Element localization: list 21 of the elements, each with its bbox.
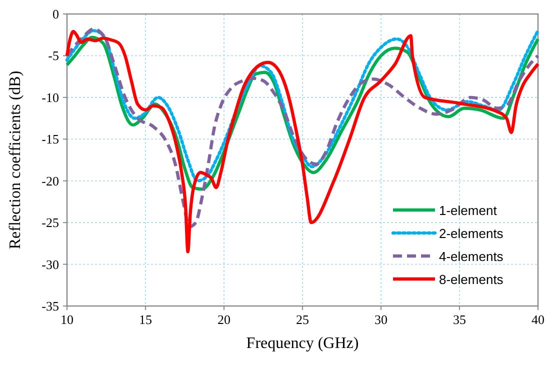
y-tick-label: -5 — [48, 48, 59, 64]
legend-label: 1-element — [439, 203, 498, 218]
x-tick-label: 30 — [374, 312, 388, 327]
x-tick-label: 40 — [532, 312, 544, 327]
legend-label: 4-elements — [439, 249, 504, 264]
legend-label: 2-elements — [439, 226, 504, 241]
y-tick-label: 0 — [52, 6, 59, 22]
y-tick-label: -15 — [42, 132, 59, 147]
x-tick-label: 20 — [218, 312, 230, 327]
x-axis-title: Frequency (GHz) — [246, 335, 359, 352]
y-axis-title: Reflection coefficients (dB) — [7, 70, 24, 250]
y-tick-label: -10 — [42, 90, 59, 105]
x-tick-label: 35 — [453, 312, 466, 327]
x-tick-label: 25 — [296, 312, 309, 327]
y-tick-label: -20 — [42, 173, 59, 188]
y-tick-label: -35 — [42, 298, 59, 314]
x-tick-label: 15 — [139, 312, 152, 327]
y-tick-label: -25 — [42, 215, 59, 230]
x-tick-label: 10 — [60, 312, 74, 327]
y-tick-label: -30 — [42, 256, 59, 272]
legend-label: 8-elements — [439, 272, 504, 287]
